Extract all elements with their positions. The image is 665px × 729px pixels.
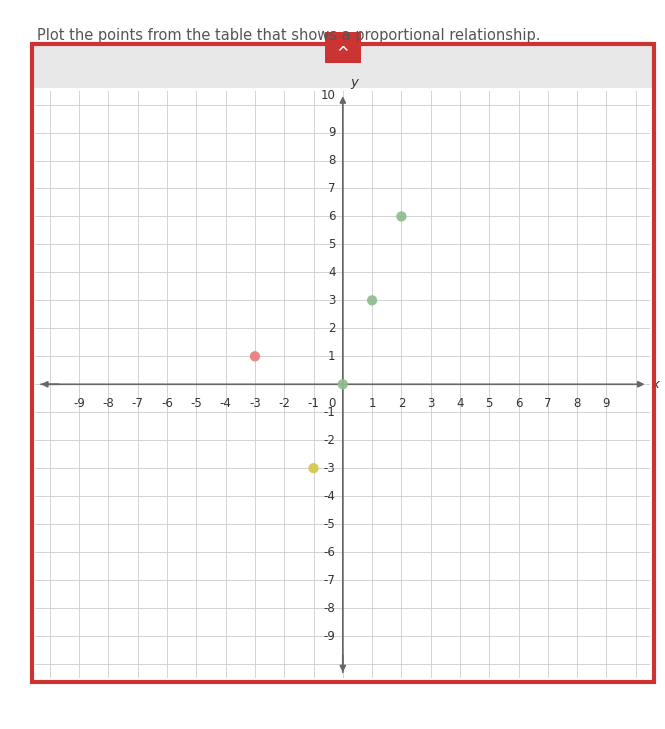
Text: -6: -6 <box>324 545 335 558</box>
Text: -1: -1 <box>324 406 335 418</box>
Text: -3: -3 <box>324 461 335 475</box>
Text: -7: -7 <box>324 574 335 587</box>
Text: -3: -3 <box>249 397 261 410</box>
Point <box>249 351 260 362</box>
Point <box>308 462 319 474</box>
Text: -7: -7 <box>132 397 144 410</box>
Point <box>396 211 407 222</box>
Text: 8: 8 <box>573 397 581 410</box>
Text: 5: 5 <box>485 397 493 410</box>
Text: 9: 9 <box>328 126 335 139</box>
Text: x: x <box>652 378 660 391</box>
Text: -4: -4 <box>219 397 231 410</box>
Text: -9: -9 <box>324 630 335 642</box>
Text: -5: -5 <box>190 397 202 410</box>
Text: Plot the points from the table that shows a proportional relationship.: Plot the points from the table that show… <box>37 28 540 43</box>
Text: -2: -2 <box>278 397 290 410</box>
Text: -8: -8 <box>102 397 114 410</box>
Text: -8: -8 <box>324 601 335 615</box>
Text: y: y <box>350 76 358 89</box>
Text: 1: 1 <box>328 350 335 363</box>
Text: 7: 7 <box>328 182 335 195</box>
Text: 5: 5 <box>328 238 335 251</box>
Point <box>338 378 348 390</box>
Text: 0: 0 <box>328 397 335 410</box>
Text: 9: 9 <box>602 397 610 410</box>
Text: 8: 8 <box>328 154 335 167</box>
Text: 1: 1 <box>368 397 376 410</box>
Text: 7: 7 <box>544 397 551 410</box>
Text: -1: -1 <box>308 397 319 410</box>
Text: -9: -9 <box>73 397 85 410</box>
Text: 2: 2 <box>398 397 405 410</box>
Text: 4: 4 <box>456 397 464 410</box>
Text: 6: 6 <box>515 397 522 410</box>
Text: 6: 6 <box>328 210 335 223</box>
Text: -2: -2 <box>324 434 335 447</box>
Text: 2: 2 <box>328 321 335 335</box>
Text: 3: 3 <box>427 397 434 410</box>
Text: ✕: ✕ <box>336 40 349 55</box>
Text: -4: -4 <box>324 490 335 503</box>
Text: -6: -6 <box>161 397 173 410</box>
Text: 3: 3 <box>328 294 335 307</box>
Point <box>367 295 378 306</box>
Text: 4: 4 <box>328 266 335 279</box>
Text: 10: 10 <box>321 89 335 102</box>
Text: -5: -5 <box>324 518 335 531</box>
